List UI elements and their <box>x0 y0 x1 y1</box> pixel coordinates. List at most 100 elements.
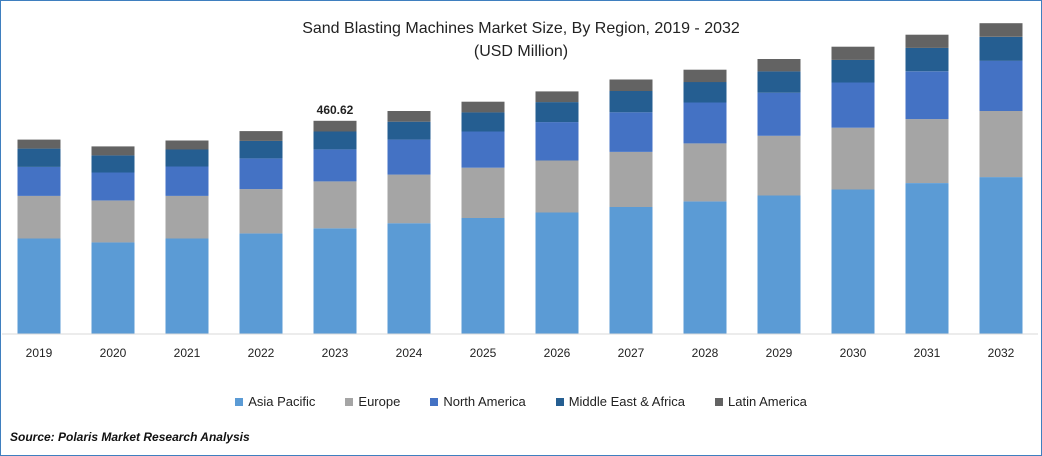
x-tick-label-2020: 2020 <box>100 346 127 360</box>
bar-segment-2020-europe <box>91 200 135 243</box>
legend-label: North America <box>443 394 526 409</box>
bar-segment-2027-latin-america <box>609 79 653 91</box>
legend-swatch <box>235 397 244 406</box>
bar-segment-2028-north-america <box>683 102 727 144</box>
bar-segment-2022-north-america <box>239 158 283 190</box>
bar-segment-2032-middle-east-africa <box>979 36 1023 61</box>
bar-segment-2030-north-america <box>831 82 875 128</box>
legend-swatch <box>345 397 354 406</box>
bar-segment-2030-middle-east-africa <box>831 59 875 83</box>
bar-segment-2022-middle-east-africa <box>239 140 283 159</box>
bar-segment-2027-north-america <box>609 112 653 152</box>
bar-segment-2024-asia-pacific <box>387 223 431 334</box>
bars-layer <box>17 23 1023 334</box>
bar-segment-2023-europe <box>313 181 357 229</box>
bar-segment-2023-north-america <box>313 149 357 182</box>
x-tick-label-2028: 2028 <box>692 346 719 360</box>
bar-segment-2026-middle-east-africa <box>535 102 579 123</box>
bar-segment-2027-middle-east-africa <box>609 91 653 113</box>
x-tick-label-2025: 2025 <box>470 346 497 360</box>
bar-segment-2019-europe <box>17 195 61 239</box>
x-tick-label-2030: 2030 <box>840 346 867 360</box>
bar-segment-2032-europe <box>979 111 1023 178</box>
bar-segment-2025-middle-east-africa <box>461 112 505 132</box>
x-tick-label-2026: 2026 <box>544 346 571 360</box>
source-note: Source: Polaris Market Research Analysis <box>10 430 250 444</box>
x-tick-label-2031: 2031 <box>914 346 941 360</box>
bar-segment-2021-asia-pacific <box>165 238 209 334</box>
bar-segment-2028-latin-america <box>683 69 727 83</box>
bar-segment-2020-north-america <box>91 172 135 201</box>
x-tick-label-2021: 2021 <box>174 346 201 360</box>
x-tick-label-2027: 2027 <box>618 346 645 360</box>
legend-label: Asia Pacific <box>248 394 316 409</box>
bar-segment-2029-latin-america <box>757 59 801 72</box>
bar-segment-2032-north-america <box>979 60 1023 111</box>
bar-segment-2032-latin-america <box>979 23 1023 37</box>
bar-segment-2031-north-america <box>905 71 949 120</box>
bar-segment-2021-north-america <box>165 166 209 196</box>
bar-segment-2030-asia-pacific <box>831 189 875 334</box>
bar-segment-2026-latin-america <box>535 91 579 103</box>
x-tick-label-2023: 2023 <box>322 346 349 360</box>
bar-segment-2029-middle-east-africa <box>757 71 801 93</box>
bar-segment-2028-asia-pacific <box>683 201 727 334</box>
bar-segment-2031-asia-pacific <box>905 183 949 334</box>
bar-segment-2024-middle-east-africa <box>387 121 431 140</box>
bar-segment-2022-latin-america <box>239 131 283 141</box>
chart-subtitle: (USD Million) <box>473 43 569 60</box>
bar-segment-2027-asia-pacific <box>609 207 653 334</box>
bar-segment-2019-middle-east-africa <box>17 148 61 167</box>
bar-segment-2023-asia-pacific <box>313 228 357 334</box>
bar-segment-2019-asia-pacific <box>17 238 61 334</box>
legend-item-asia-pacific: Asia Pacific <box>235 394 315 409</box>
legend-swatch <box>430 397 439 406</box>
bar-segment-2025-latin-america <box>461 101 505 113</box>
legend-item-europe: Europe <box>345 394 400 409</box>
bar-segment-2020-latin-america <box>91 146 135 156</box>
legend-item-middle-east-africa: Middle East & Africa <box>555 394 685 409</box>
bar-segment-2025-europe <box>461 167 505 218</box>
bar-segment-2022-asia-pacific <box>239 233 283 334</box>
data-label-2023: 460.62 <box>317 103 354 117</box>
bar-segment-2031-latin-america <box>905 34 949 48</box>
legend-swatch <box>555 397 564 406</box>
bar-segment-2024-europe <box>387 174 431 224</box>
bar-segment-2029-north-america <box>757 92 801 136</box>
legend-label: Latin America <box>728 394 807 409</box>
bar-segment-2026-europe <box>535 160 579 213</box>
legend-label: Europe <box>358 394 401 409</box>
bar-segment-2024-north-america <box>387 139 431 175</box>
x-tick-label-2032: 2032 <box>988 346 1015 360</box>
x-tick-label-2024: 2024 <box>396 346 423 360</box>
bar-segment-2023-middle-east-africa <box>313 131 357 150</box>
x-tick-label-2029: 2029 <box>766 346 793 360</box>
bar-segment-2028-middle-east-africa <box>683 82 727 103</box>
legend-item-latin-america: Latin America <box>715 394 807 409</box>
bar-segment-2027-europe <box>609 152 653 207</box>
bar-segment-2021-latin-america <box>165 140 209 150</box>
x-tick-label-2019: 2019 <box>26 346 53 360</box>
bar-segment-2026-asia-pacific <box>535 212 579 334</box>
bar-segment-2025-asia-pacific <box>461 218 505 334</box>
bar-segment-2032-asia-pacific <box>979 177 1023 334</box>
bar-segment-2030-europe <box>831 127 875 190</box>
chart-title: Sand Blasting Machines Market Size, By R… <box>302 20 740 37</box>
bar-segment-2020-middle-east-africa <box>91 155 135 173</box>
bar-segment-2021-europe <box>165 195 209 239</box>
bar-segment-2029-europe <box>757 135 801 196</box>
labels-layer: 2019 2020 2021 2022 460.62 2023 2024 2025 2026 20… <box>26 103 1015 360</box>
bar-segment-2019-north-america <box>17 166 61 196</box>
bar-segment-2029-asia-pacific <box>757 195 801 334</box>
bar-segment-2019-latin-america <box>17 139 61 149</box>
bar-segment-2020-asia-pacific <box>91 242 135 334</box>
chart-legend: Asia Pacific Europe North America Middle Ea… <box>0 394 1042 409</box>
bar-segment-2026-north-america <box>535 122 579 161</box>
legend-swatch <box>715 397 724 406</box>
bar-segment-2022-europe <box>239 189 283 234</box>
bar-segment-2030-latin-america <box>831 46 875 60</box>
bar-segment-2031-middle-east-africa <box>905 47 949 72</box>
bar-segment-2025-north-america <box>461 131 505 168</box>
bar-segment-2028-europe <box>683 143 727 202</box>
